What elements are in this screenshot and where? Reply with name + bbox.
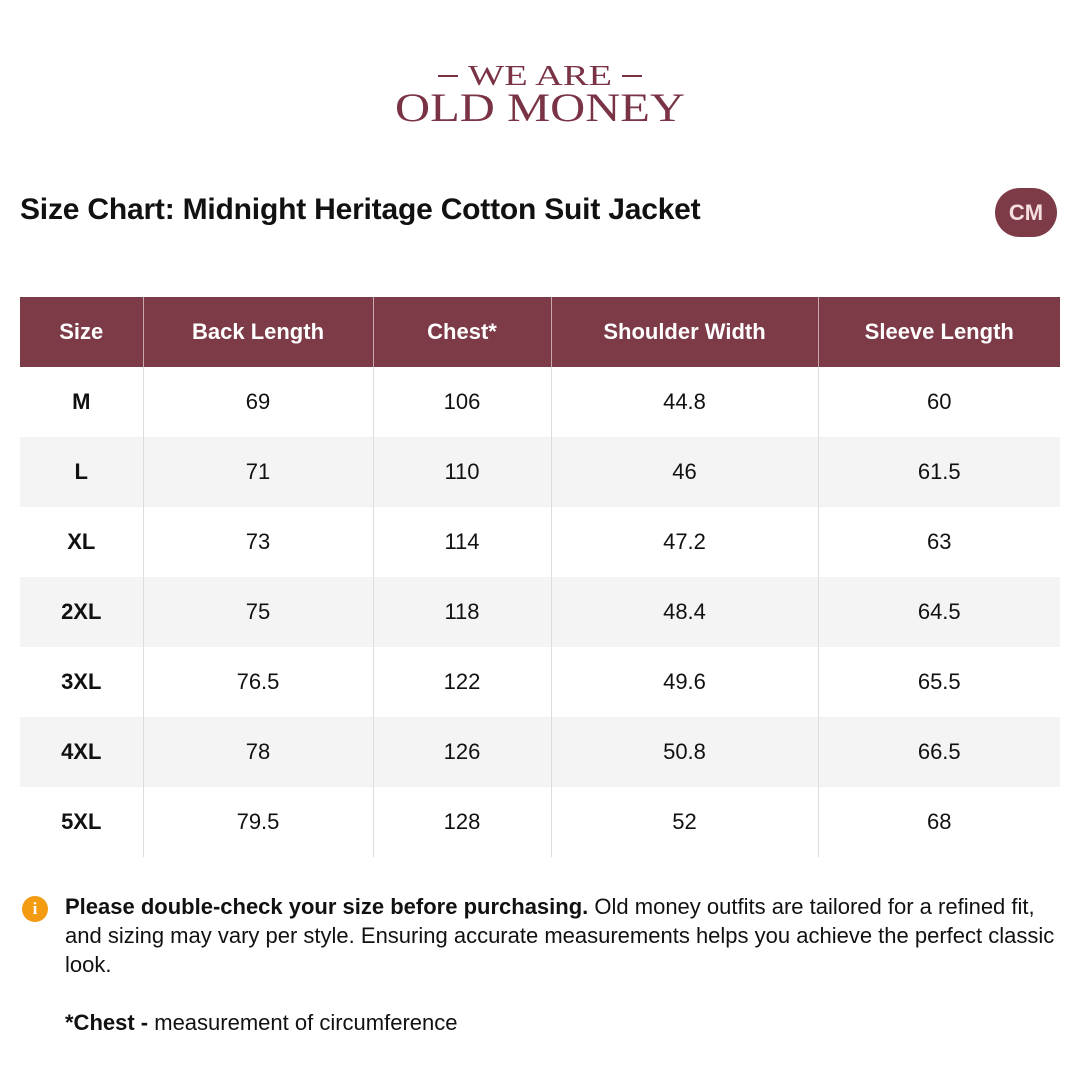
- measure-cell: 50.8: [550, 717, 818, 787]
- size-table: Size Back Length Chest* Shoulder Width Sleev…: [20, 297, 1060, 857]
- size-cell: M: [72, 389, 91, 414]
- logo: WE ARE OLD MONEY: [395, 61, 685, 130]
- header-row: Size Back Length Chest* Shoulder Width Sleev…: [20, 297, 1060, 367]
- measure-cell: 60: [817, 367, 1060, 437]
- measure-cell: 63: [817, 507, 1060, 577]
- column-header: Size: [20, 297, 143, 367]
- footnote-bold: *Chest -: [65, 1010, 149, 1035]
- measure-cell: 75: [142, 577, 373, 647]
- logo-bottom: OLD MONEY: [395, 85, 685, 130]
- measure-cell: 44.8: [550, 367, 818, 437]
- measure-cell: 128: [372, 787, 551, 857]
- measure-cell: 110: [372, 437, 551, 507]
- table-row: M 69 106 44.8 60: [20, 367, 1060, 437]
- info-icon: i: [22, 896, 48, 922]
- measure-cell: 106: [372, 367, 551, 437]
- measure-cell: 114: [372, 507, 551, 577]
- table-row: 5XL 79.5 128 52 68: [20, 787, 1060, 857]
- unit-badge[interactable]: CM: [995, 188, 1057, 237]
- column-header: Shoulder Width: [550, 297, 818, 367]
- size-cell: 4XL: [20, 717, 143, 787]
- table-row: XL 73 114 47.2 63: [20, 507, 1060, 577]
- size-cell: 2XL: [20, 577, 143, 647]
- table-row: L 71 110 46 61.5: [20, 437, 1060, 507]
- measure-cell: 49.6: [550, 647, 818, 717]
- measure-cell: 122: [372, 647, 551, 717]
- table-row: 3XL 76.5 122 49.6 65.5: [20, 647, 1060, 717]
- column-header: Chest*: [372, 297, 551, 367]
- table-row: 2XL 75 118 48.4 64.5: [20, 577, 1060, 647]
- size-cell: 3XL: [61, 669, 102, 694]
- notice-text: Old money outfits are tailored for a ref…: [65, 894, 1055, 977]
- measure-cell: 64.5: [817, 577, 1060, 647]
- measure-cell: 46: [550, 437, 818, 507]
- footnote: *Chest - measurement of circumference: [65, 1010, 457, 1036]
- column-header: Back Length: [142, 297, 373, 367]
- measure-cell: 79.5: [142, 787, 373, 857]
- measure-cell: 61.5: [817, 437, 1060, 507]
- measure-cell: 126: [372, 717, 551, 787]
- measure-cell: 78: [142, 717, 373, 787]
- measure-cell: 69: [142, 367, 373, 437]
- size-cell: XL: [67, 529, 96, 554]
- measure-cell: 66.5: [817, 717, 1060, 787]
- title: Size Chart: Midnight Heritage Cotton Sui…: [20, 193, 701, 226]
- measure-cell: 73: [142, 507, 373, 577]
- notice-bold: Please double-check your size before pur…: [65, 894, 589, 919]
- footnote-text: measurement of circumference: [154, 1010, 458, 1035]
- measure-cell: 76.5: [142, 647, 373, 717]
- notice: Please double-check your size before pur…: [65, 892, 1060, 979]
- measure-cell: 48.4: [550, 577, 818, 647]
- logo-top: WE ARE: [468, 61, 612, 92]
- measure-cell: 65.5: [817, 647, 1060, 717]
- table-row: 4XL 78 126 50.8 66.5: [20, 717, 1060, 787]
- measure-cell: 71: [142, 437, 373, 507]
- measure-cell: 68: [817, 787, 1060, 857]
- size-cell: L: [20, 437, 143, 507]
- column-header: Sleeve Length: [817, 297, 1060, 367]
- size-cell: 5XL: [61, 809, 102, 834]
- measure-cell: 118: [372, 577, 551, 647]
- measure-cell: 47.2: [550, 507, 818, 577]
- measure-cell: 52: [550, 787, 818, 857]
